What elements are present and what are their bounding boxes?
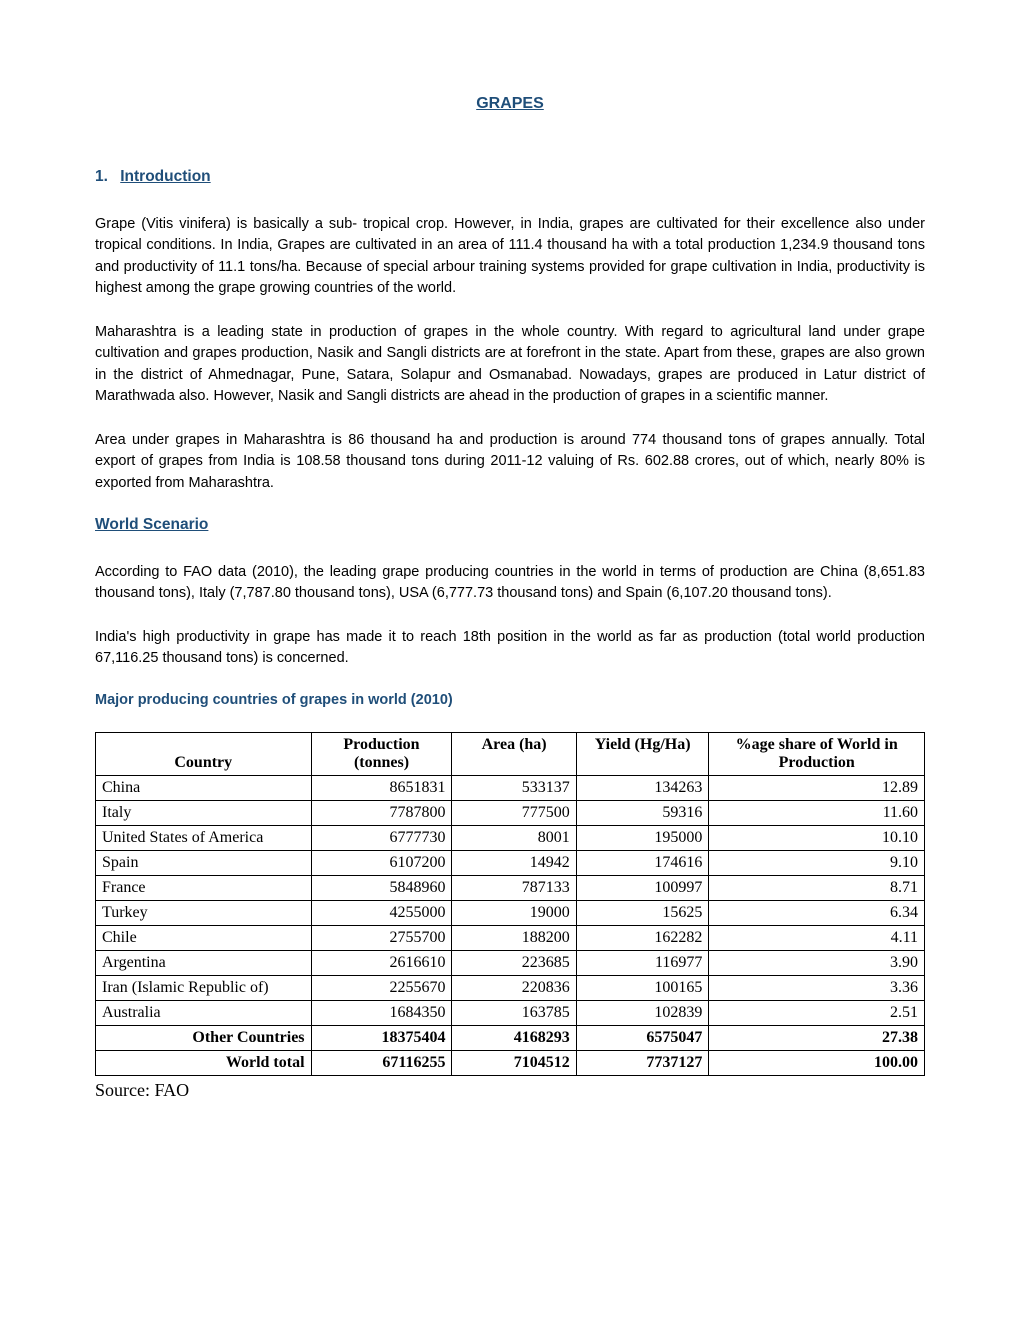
table-cell: Chile [96,925,312,950]
table-cell: 162282 [576,925,709,950]
table-cell: 1684350 [311,1000,452,1025]
table-cell: 220836 [452,975,576,1000]
table-cell: 100997 [576,875,709,900]
table-cell: 223685 [452,950,576,975]
table-row: United States of America6777730800119500… [96,825,925,850]
table-cell: 102839 [576,1000,709,1025]
table-row: Spain6107200149421746169.10 [96,850,925,875]
table-caption: Major producing countries of grapes in w… [95,692,925,708]
table-cell: 6575047 [576,1025,709,1050]
table-cell: France [96,875,312,900]
table-cell: Iran (Islamic Republic of) [96,975,312,1000]
th-area: Area (ha) [452,732,576,775]
table-cell: Australia [96,1000,312,1025]
table-cell: Spain [96,850,312,875]
world-paragraph-2: India's high productivity in grape has m… [95,627,925,670]
table-cell: 8001 [452,825,576,850]
table-cell: 14942 [452,850,576,875]
table-cell: 19000 [452,900,576,925]
th-production: Production (tonnes) [311,732,452,775]
table-cell: 3.36 [709,975,925,1000]
table-cell: 2616610 [311,950,452,975]
table-cell: 11.60 [709,800,925,825]
table-cell: 7104512 [452,1050,576,1075]
table-cell: 4.11 [709,925,925,950]
table-cell: Italy [96,800,312,825]
table-cell: China [96,775,312,800]
table-row: Argentina26166102236851169773.90 [96,950,925,975]
intro-paragraph-3: Area under grapes in Maharashtra is 86 t… [95,430,925,494]
intro-paragraph-1: Grape (Vitis vinifera) is basically a su… [95,214,925,300]
table-cell: Turkey [96,900,312,925]
table-row: World total6711625571045127737127100.00 [96,1050,925,1075]
table-cell: 67116255 [311,1050,452,1075]
table-row: Turkey425500019000156256.34 [96,900,925,925]
table-cell: Other Countries [96,1025,312,1050]
th-yield: Yield (Hg/Ha) [576,732,709,775]
table-cell: 2.51 [709,1000,925,1025]
table-cell: 7737127 [576,1050,709,1075]
table-cell: 163785 [452,1000,576,1025]
section-heading-introduction: 1. Introduction [95,168,925,186]
table-cell: 100165 [576,975,709,1000]
table-cell: 27.38 [709,1025,925,1050]
table-header-row: Country Production (tonnes) Area (ha) Yi… [96,732,925,775]
section-number: 1. [95,168,108,185]
table-cell: 134263 [576,775,709,800]
table-source: Source: FAO [95,1080,925,1101]
table-cell: 6107200 [311,850,452,875]
table-cell: 3.90 [709,950,925,975]
table-row: China865183153313713426312.89 [96,775,925,800]
table-cell: United States of America [96,825,312,850]
table-cell: 59316 [576,800,709,825]
table-cell: 116977 [576,950,709,975]
table-cell: 2755700 [311,925,452,950]
table-cell: 6.34 [709,900,925,925]
table-cell: 7787800 [311,800,452,825]
table-cell: 4255000 [311,900,452,925]
table-cell: 5848960 [311,875,452,900]
table-cell: 12.89 [709,775,925,800]
world-paragraph-1: According to FAO data (2010), the leadin… [95,562,925,605]
table-cell: 10.10 [709,825,925,850]
table-cell: Argentina [96,950,312,975]
table-cell: 18375404 [311,1025,452,1050]
table-cell: 100.00 [709,1050,925,1075]
table-cell: 2255670 [311,975,452,1000]
th-share: %age share of World in Production [709,732,925,775]
table-cell: 174616 [576,850,709,875]
table-cell: 9.10 [709,850,925,875]
table-cell: World total [96,1050,312,1075]
table-row: Iran (Islamic Republic of)22556702208361… [96,975,925,1000]
table-row: France58489607871331009978.71 [96,875,925,900]
section-label: Introduction [120,168,210,185]
table-cell: 188200 [452,925,576,950]
section-heading-world: World Scenario [95,516,925,534]
table-row: Other Countries183754044168293657504727.… [96,1025,925,1050]
intro-paragraph-2: Maharashtra is a leading state in produc… [95,322,925,408]
table-row: Chile27557001882001622824.11 [96,925,925,950]
table-row: Australia16843501637851028392.51 [96,1000,925,1025]
document-title: GRAPES [95,95,925,113]
table-cell: 787133 [452,875,576,900]
table-cell: 8.71 [709,875,925,900]
table-row: Italy77878007775005931611.60 [96,800,925,825]
table-cell: 533137 [452,775,576,800]
section-label: World Scenario [95,516,208,533]
table-cell: 195000 [576,825,709,850]
production-table: Country Production (tonnes) Area (ha) Yi… [95,732,925,1076]
th-country: Country [96,732,312,775]
table-cell: 15625 [576,900,709,925]
table-body: China865183153313713426312.89Italy778780… [96,775,925,1075]
table-cell: 777500 [452,800,576,825]
table-cell: 4168293 [452,1025,576,1050]
table-cell: 8651831 [311,775,452,800]
table-cell: 6777730 [311,825,452,850]
